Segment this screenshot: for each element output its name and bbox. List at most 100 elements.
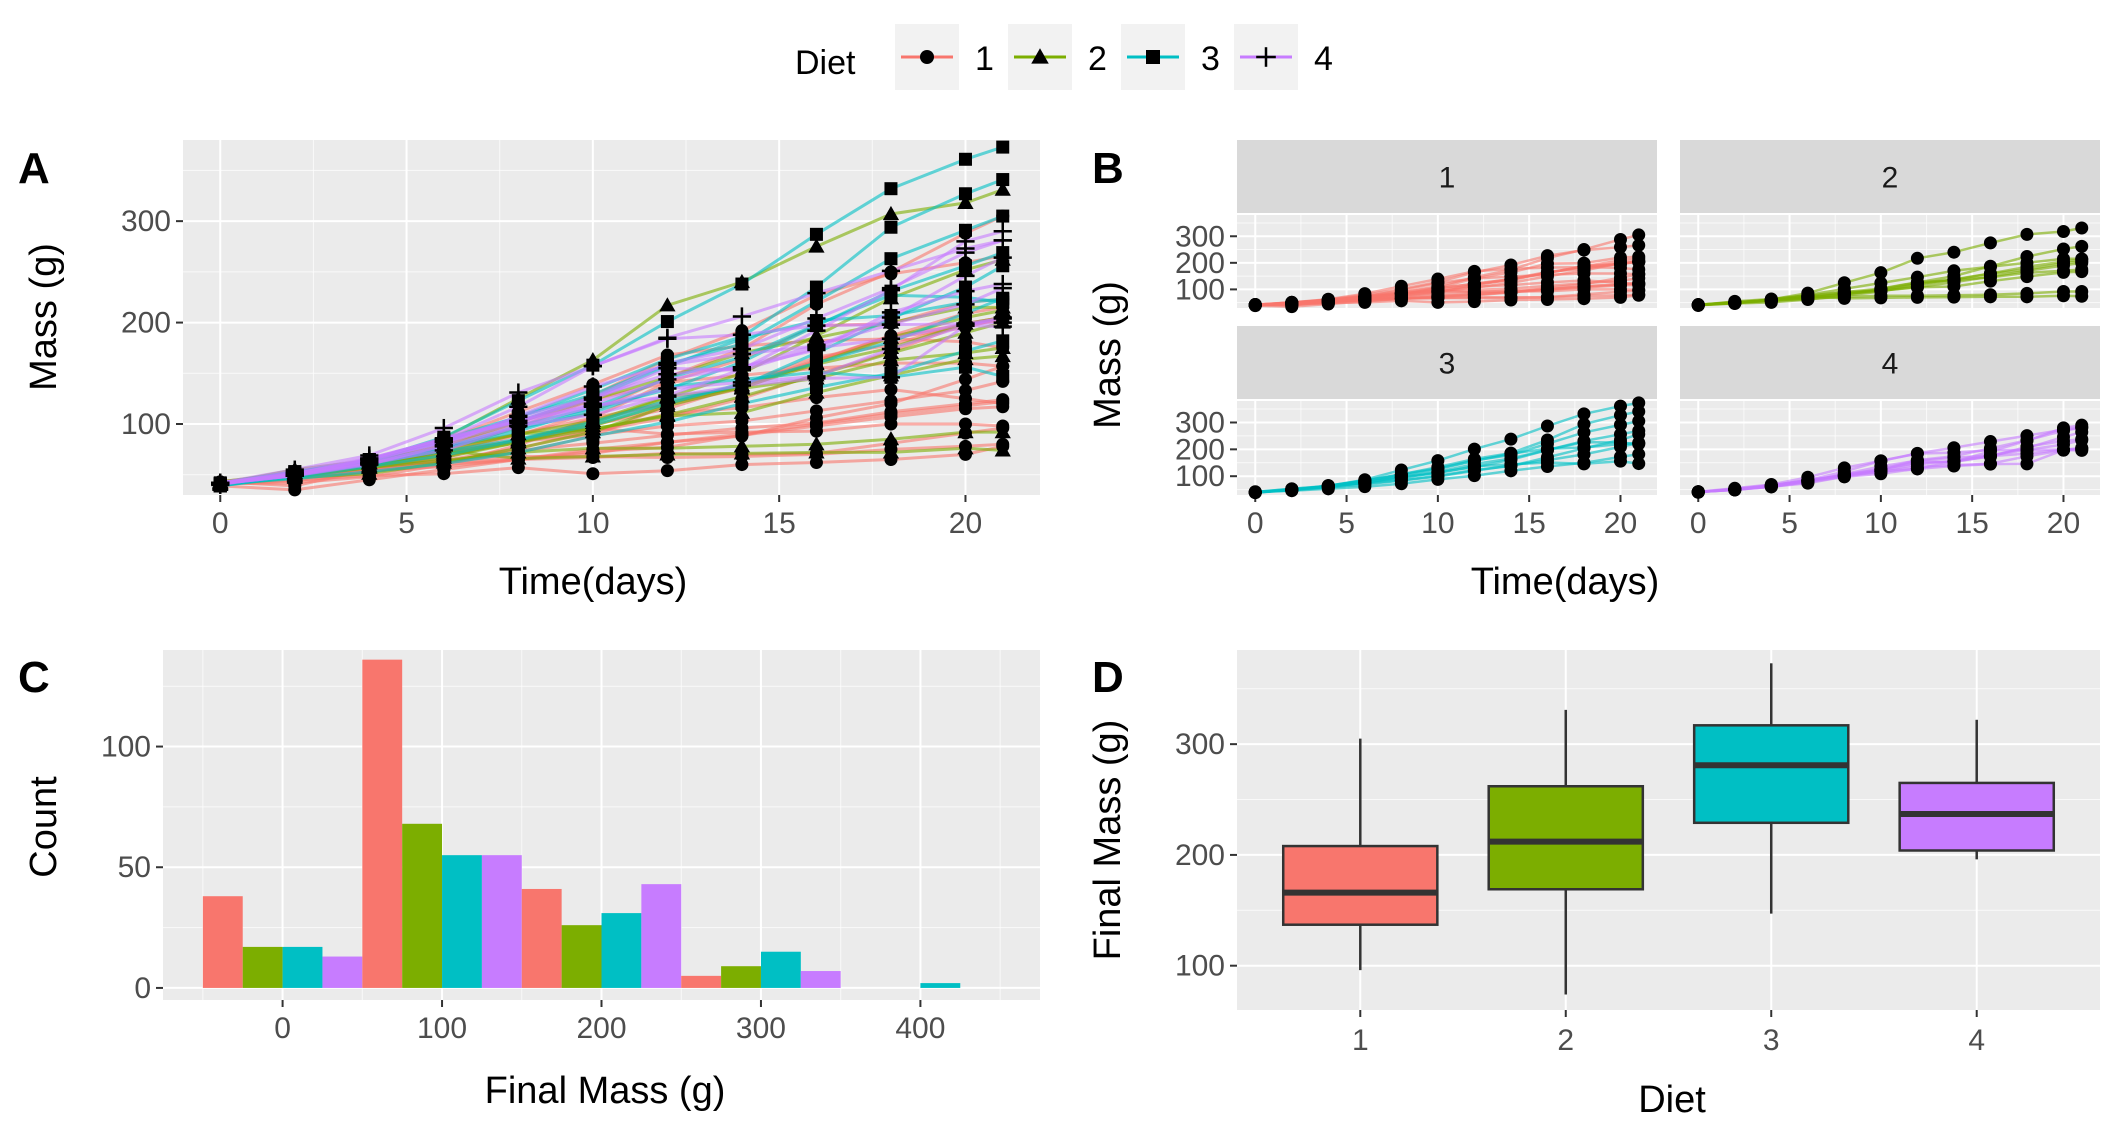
point-diet2 (882, 444, 900, 459)
point-diet3 (1613, 418, 1627, 432)
point-diet2 (2075, 285, 2089, 299)
histogram-bar-diet4 (322, 956, 363, 988)
point-diet2 (1983, 236, 1997, 250)
series-line-diet4-9 (220, 316, 1004, 485)
point-diet2 (994, 442, 1011, 457)
point-diet2 (1947, 245, 1961, 259)
point-diet1 (958, 372, 972, 386)
point-diet3 (996, 140, 1010, 154)
point-diet3 (958, 360, 972, 374)
histogram-bar-diet2 (721, 966, 761, 988)
point-diet3 (996, 291, 1010, 305)
panel-tag-c: C (18, 653, 50, 702)
point-diet2 (1874, 283, 1888, 297)
legend-title: Diet (795, 44, 856, 82)
histogram-bar-diet3 (601, 913, 642, 988)
point-diet1 (1613, 257, 1627, 271)
x-tick-label: 0 (274, 1012, 291, 1045)
point-diet2 (733, 404, 751, 419)
x-tick-label: 15 (762, 507, 795, 540)
histogram-bar-diet1 (521, 888, 562, 988)
point-diet3 (809, 356, 823, 370)
point-diet2 (1691, 298, 1705, 312)
x-tick-label: 100 (417, 1012, 467, 1045)
x-tick-label: 0 (1247, 507, 1264, 540)
facet-strip-label: 2 (1882, 162, 1899, 195)
point-diet4 (732, 307, 752, 326)
point-diet1 (809, 456, 823, 470)
panel-tag-a: A (18, 144, 50, 193)
legend-key-marker-1 (920, 50, 934, 64)
point-diet1 (1577, 243, 1591, 257)
point-diet1 (735, 458, 749, 472)
y-tick-label: 300 (1175, 220, 1225, 253)
point-diet3 (1632, 396, 1646, 410)
boxplot-diet1 (1281, 738, 1439, 971)
point-diet1 (1632, 288, 1646, 302)
point-diet4 (1983, 443, 1997, 457)
point-diet1 (1504, 285, 1518, 299)
point-diet4 (360, 454, 379, 473)
point-diet4 (2020, 433, 2034, 447)
point-diet3 (958, 187, 972, 201)
point-diet3 (996, 209, 1010, 223)
x-tick-label: 5 (398, 507, 415, 540)
point-diet3 (1504, 464, 1518, 478)
histogram-bar-diet1 (681, 975, 722, 988)
point-diet4 (1983, 457, 1997, 471)
x-tick-label: 0 (212, 507, 229, 540)
point-diet1 (1467, 265, 1481, 279)
point-diet1 (735, 428, 749, 442)
point-diet4 (807, 284, 826, 303)
point-diet1 (1632, 255, 1646, 268)
point-diet1 (1577, 260, 1591, 274)
x-tick-label: 300 (736, 1012, 786, 1045)
point-diet3 (1321, 482, 1335, 496)
point-diet4 (807, 338, 826, 358)
point-diet4 (658, 329, 677, 348)
histogram-bar-diet3 (442, 855, 482, 988)
point-diet1 (1285, 296, 1299, 310)
point-diet3 (1540, 443, 1554, 457)
point-diet4 (1764, 480, 1778, 494)
point-diet2 (2020, 286, 2034, 300)
point-diet4 (881, 339, 901, 359)
boxplot-diet3 (1692, 663, 1850, 914)
x-tick-label: 2 (1557, 1024, 1574, 1057)
point-diet2 (2020, 249, 2034, 263)
point-diet1 (1431, 275, 1445, 289)
point-diet2 (1801, 291, 1815, 305)
x-tick-label: 20 (949, 507, 982, 540)
point-diet4 (881, 261, 901, 280)
point-diet3 (1394, 477, 1408, 491)
point-diet3 (586, 429, 600, 443)
point-diet4 (1837, 470, 1851, 484)
point-diet2 (957, 194, 974, 209)
point-diet1 (1613, 290, 1627, 304)
point-diet4 (993, 231, 1012, 250)
point-diet3 (1613, 408, 1627, 422)
point-diet2 (994, 347, 1011, 363)
point-diet3 (1431, 472, 1445, 486)
point-diet2 (994, 181, 1011, 196)
point-diet4 (1801, 475, 1815, 489)
legend-label-4: 4 (1314, 40, 1333, 78)
point-diet1 (958, 402, 972, 416)
facet-strip-label: 3 (1439, 348, 1456, 381)
histogram-bar-diet2 (402, 823, 443, 988)
legend-label-2: 2 (1088, 40, 1107, 78)
panel-d-ylabel: Final Mass (g) (1087, 720, 1129, 961)
panel-a-ylabel: Mass (g) (23, 243, 65, 391)
y-tick-label: 200 (1175, 433, 1225, 466)
point-diet4 (509, 383, 528, 402)
legend-key-marker-3 (1146, 50, 1160, 64)
y-tick-label: 100 (1175, 460, 1225, 493)
point-diet3 (884, 252, 898, 266)
point-diet2 (1983, 266, 1997, 280)
point-diet4 (1728, 483, 1742, 497)
x-tick-label: 200 (576, 1012, 626, 1045)
facet-2: 2 (1680, 140, 2100, 312)
point-diet3 (660, 315, 674, 329)
